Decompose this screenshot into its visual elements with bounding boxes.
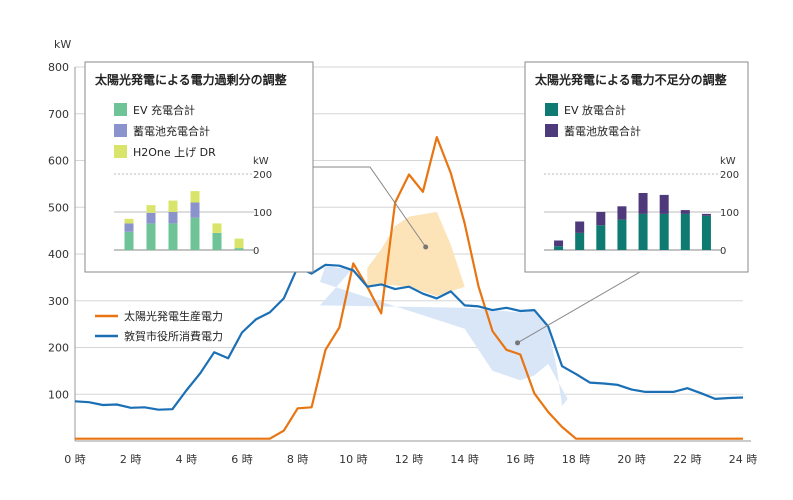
x-tick-label: 10 時	[339, 453, 368, 466]
surplus-tick-0: 0	[253, 246, 259, 257]
surplus-panel: 太陽光発電による電力過剰分の調整 EV 充電合計 蓄電池充電合計 H2One 上…	[84, 61, 314, 273]
legend-label-consumption: 敦賀市役所消費電力	[124, 329, 223, 343]
axes: 100 200 300 400 500 600 700 800 0 時 2 時 4 時 6 時 8 時 1…	[48, 61, 757, 466]
surplus-legend: EV 充電合計 蓄電池充電合計 H2One 上げ DR	[114, 103, 216, 159]
surplus-bar-segment	[146, 212, 156, 224]
shortfall-bar-segment	[596, 212, 606, 226]
surplus-leader-line	[313, 166, 427, 248]
shortfall-tick-0: 0	[720, 246, 726, 257]
shortfall-bar-chart	[544, 173, 721, 251]
legend-label-ev-discharge: EV 放電合計	[564, 103, 626, 117]
surplus-leader-dot	[423, 244, 429, 250]
main-legend: 太陽光発電生産電力 敦賀市役所消費電力	[95, 309, 223, 343]
shortfall-bar-segment	[680, 213, 690, 250]
series-line-solar	[75, 136, 743, 440]
legend-label-solar: 太陽光発電生産電力	[124, 309, 223, 323]
surplus-panel-unit: kW	[253, 156, 269, 167]
legend-label-ev-charge: EV 充電合計	[133, 103, 195, 117]
shortfall-leader-line	[517, 271, 641, 344]
surplus-panel-title: 太陽光発電による電力過剰分の調整	[95, 72, 287, 87]
shortfall-leader-dot	[515, 340, 521, 346]
x-tick-label: 18 時	[562, 453, 591, 466]
shortfall-bar-segment	[701, 213, 711, 216]
x-tick-label: 8 時	[287, 453, 309, 466]
shortfall-bar-segment	[617, 219, 627, 250]
series-line-consumption	[74, 263, 744, 411]
legend-label-battery-charge: 蓄電池充電合計	[133, 124, 210, 138]
shortfall-bar-segment	[554, 246, 564, 250]
surplus-bar-segment	[212, 223, 222, 233]
shortfall-bar-segment	[659, 213, 669, 250]
y-tick-label: 700	[48, 108, 69, 121]
legend-swatch-battery-charge	[114, 124, 127, 137]
shortfall-bar-segment	[575, 232, 585, 250]
legend-label-h2one-dr: H2One 上げ DR	[133, 146, 216, 159]
surplus-tick-100: 100	[253, 208, 272, 219]
shortfall-panel-unit: kW	[720, 156, 736, 167]
y-tick-label: 800	[48, 61, 69, 74]
x-tick-label: 4 時	[176, 453, 198, 466]
x-tick-label: 12 時	[395, 453, 424, 466]
surplus-bar-segment	[146, 205, 156, 213]
surplus-bar-segment	[212, 232, 222, 250]
shortfall-bar-segment	[701, 215, 711, 250]
surplus-bar-segment	[146, 223, 156, 250]
shortfall-panel-title: 太陽光発電による電力不足分の調整	[535, 72, 727, 87]
legend-label-battery-discharge: 蓄電池放電合計	[564, 124, 641, 138]
legend-swatch-h2one-dr	[114, 145, 127, 158]
shortfall-bar-segment	[617, 206, 627, 220]
surplus-bar-segment	[234, 238, 244, 249]
legend-swatch-ev-discharge	[545, 103, 558, 116]
panel-leader-lines	[313, 166, 641, 346]
x-tick-label: 2 時	[120, 453, 142, 466]
surplus-bar-segment	[190, 217, 200, 250]
x-tick-label: 0 時	[64, 453, 86, 466]
surplus-bar-segment	[190, 191, 200, 203]
surplus-bar-segment	[168, 212, 178, 224]
x-tick-label: 14 時	[450, 453, 479, 466]
shortfall-bar-segment	[554, 240, 564, 247]
surplus-bar-segment	[124, 231, 134, 250]
shortfall-bar-segment	[680, 210, 690, 214]
x-tick-label: 16 時	[506, 453, 535, 466]
shortfall-bar-segment	[659, 194, 669, 214]
shortfall-panel: 太陽光発電による電力不足分の調整 EV 放電合計 蓄電池放電合計 kW 200 …	[524, 61, 749, 273]
shortfall-tick-100: 100	[720, 208, 739, 219]
shortfall-bar-segment	[596, 225, 606, 250]
y-tick-label: 400	[48, 248, 69, 261]
y-tick-label: 300	[48, 295, 69, 308]
surplus-bar-chart	[114, 173, 254, 251]
shortfall-legend: EV 放電合計 蓄電池放電合計	[545, 103, 641, 138]
legend-swatch-battery-discharge	[545, 124, 558, 137]
x-tick-label: 24 時	[729, 453, 758, 466]
y-tick-label: 600	[48, 155, 69, 168]
x-tick-label: 22 時	[673, 453, 702, 466]
surplus-bar-segment	[190, 202, 200, 218]
surplus-bar-segment	[234, 248, 244, 250]
surplus-bar-segment	[168, 223, 178, 250]
y-tick-label: 100	[48, 388, 69, 401]
legend-swatch-ev-charge	[114, 103, 127, 116]
shortfall-tick-200: 200	[720, 170, 739, 181]
y-tick-label: 500	[48, 201, 69, 214]
shortfall-bar-segment	[575, 221, 585, 233]
shortfall-bar-segment	[638, 193, 648, 214]
shortfall-bar-segment	[638, 213, 648, 250]
y-tick-label: 200	[48, 342, 69, 355]
surplus-bar-segment	[168, 200, 178, 212]
y-axis-unit: kW	[54, 38, 71, 51]
x-tick-label: 6 時	[231, 453, 253, 466]
surplus-tick-200: 200	[253, 170, 272, 181]
surplus-bar-segment	[124, 218, 134, 224]
surplus-bar-segment	[124, 223, 134, 232]
x-tick-label: 20 時	[617, 453, 646, 466]
shortfall-area	[319, 265, 568, 406]
series-lines	[74, 136, 744, 440]
surplus-area	[367, 211, 465, 297]
